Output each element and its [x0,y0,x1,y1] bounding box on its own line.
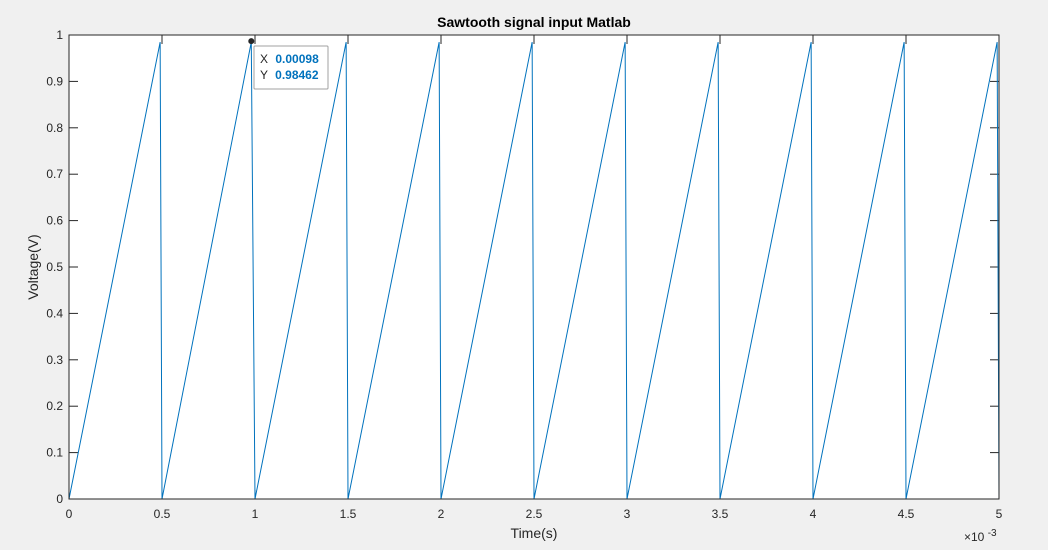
data-tip-x-label: X [260,52,268,66]
data-tip-marker[interactable] [248,38,255,45]
y-tick-label: 0.4 [46,306,63,320]
y-axis-label: Voltage(V) [25,234,41,299]
tick-labels-layer: 0 0.5 1 1.5 2 2.5 3 3.5 4 4.5 5 0 0.1 0.2 0.3 0.4 0.5 0.6… [46,28,1002,521]
y-tick-label: 0.7 [46,167,63,181]
x-tick-label: 0.5 [154,507,171,521]
y-tick-label: 0.5 [46,260,63,274]
data-tip-box[interactable] [253,45,329,90]
x-tick-label: 0 [66,507,73,521]
x-tick-label: 2.5 [526,507,543,521]
chart-title: Sawtooth signal input Matlab [437,14,631,30]
x-tick-label: 3 [624,507,631,521]
x-exponent-base: ×10 [964,530,985,544]
x-tick-label: 1 [252,507,259,521]
y-tick-label: 1 [56,28,63,42]
x-tick-label: 4 [810,507,817,521]
data-tip-y-label: Y [260,68,268,82]
y-tick-label: 0.1 [46,446,63,460]
x-tick-label: 3.5 [712,507,729,521]
data-tip[interactable]: X 0.00098 Y 0.98462 [248,38,329,90]
x-exponent-multiplier: ×10 -3 [964,528,997,544]
axes-box [68,34,1000,500]
data-tip-y-value: 0.98462 [275,68,319,82]
x-tick-label: 5 [996,507,1003,521]
y-tick-label: 0 [56,492,63,506]
data-tip-x-value: 0.00098 [275,52,319,66]
svg-text:×10 -3: ×10 -3 [964,528,997,544]
y-tick-label: 0.9 [46,74,63,88]
svg-text:Y 0.98462: Y 0.98462 [260,68,319,82]
x-exponent-power: -3 [988,528,997,539]
y-tick-label: 0.6 [46,214,63,228]
x-tick-label: 2 [438,507,445,521]
x-tick-label: 1.5 [340,507,357,521]
y-tick-label: 0.8 [46,121,63,135]
y-tick-label: 0.3 [46,353,63,367]
x-tick-label: 4.5 [898,507,915,521]
svg-text:X 0.00098: X 0.00098 [260,52,319,66]
x-axis-label: Time(s) [511,525,558,541]
y-tick-label: 0.2 [46,399,63,413]
